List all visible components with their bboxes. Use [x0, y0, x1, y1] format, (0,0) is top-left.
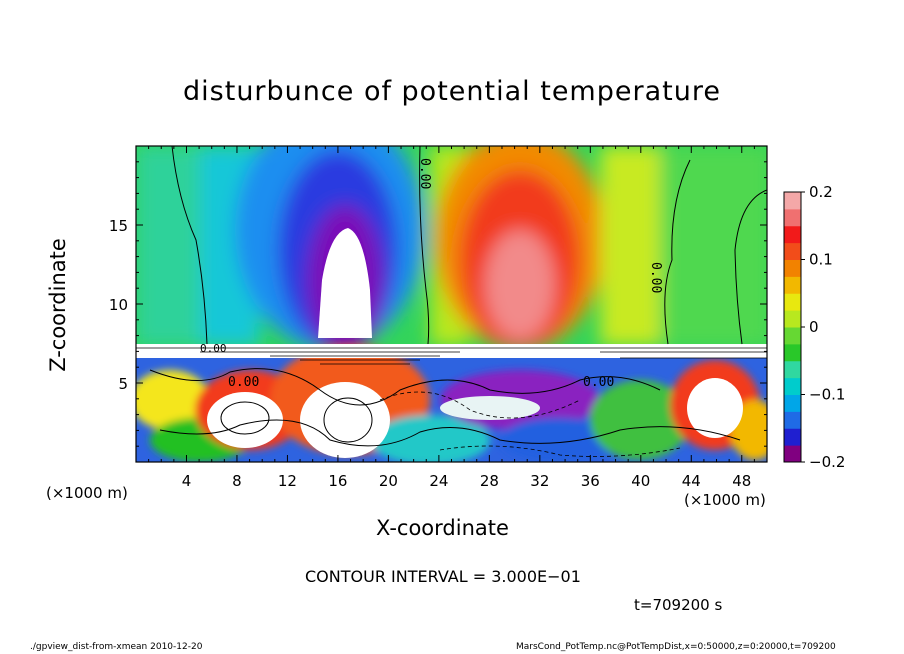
y-axis: 5 10 15 [109, 161, 767, 447]
x-tick-label: 36 [581, 472, 600, 490]
x-tick-label: 24 [429, 472, 448, 490]
colorbar-tick-label: 0.1 [809, 251, 833, 269]
y-tick-label: 5 [118, 375, 128, 393]
colorbar-swatch [784, 208, 801, 227]
colorbar-swatch [784, 360, 801, 379]
x-tick-label: 20 [379, 472, 398, 490]
colorbar-swatch [784, 276, 801, 294]
colorbar-tick-label: 0 [809, 318, 819, 336]
colorbar-swatch [784, 225, 801, 244]
heatmap-field: 0.00 0.00 0.00 0.00 0.00 [136, 146, 767, 462]
colorbar-swatch [784, 377, 801, 395]
contour-interval-label: CONTOUR INTERVAL = 3.000E−01 [305, 567, 581, 586]
colorbar-swatch [784, 428, 801, 446]
x-axis: 4 8 12 16 20 24 28 32 36 40 44 48 [148, 146, 755, 490]
colorbar-tick-label: −0.1 [809, 386, 845, 404]
x-tick-label: 40 [631, 472, 650, 490]
footer-right: MarsCond_PotTemp.nc@PotTempDist,x=0:5000… [516, 642, 836, 652]
contour-label: 0.00 [583, 375, 614, 390]
colorbar-swatch [784, 310, 801, 328]
x-unit-label: (×1000 m) [46, 484, 128, 502]
x-tick-label: 4 [182, 472, 192, 490]
colorbar-swatch [784, 242, 801, 260]
contour-label: 0.00 [417, 158, 432, 189]
contour-label: 0.00 [648, 262, 663, 293]
footer-left: ./gpview_dist-from-xmean 2010-12-20 [30, 642, 203, 652]
y-axis-label: Z-coordinate [46, 238, 70, 372]
y-tick-label: 10 [109, 296, 128, 314]
contour-lines [149, 146, 767, 447]
colorbar-tick-label: 0.2 [809, 183, 833, 201]
x-tick-label: 28 [480, 472, 499, 490]
time-label: t=709200 s [634, 596, 723, 614]
chart-title: disturbunce of potential temperature [183, 76, 721, 107]
x-unit-label: (×1000 m) [684, 491, 766, 509]
x-tick-label: 8 [232, 472, 242, 490]
x-tick-label: 44 [682, 472, 701, 490]
contour-label: 0.00 [228, 375, 259, 390]
colorbar-tick-label: −0.2 [809, 453, 845, 471]
x-tick-label: 16 [328, 472, 347, 490]
x-tick-label: 48 [732, 472, 751, 490]
colorbar-swatch [784, 445, 801, 463]
contour-label: 0.00 [200, 342, 227, 355]
colorbar-swatch [784, 411, 801, 429]
colorbar-swatch [784, 259, 801, 277]
colorbar-swatch [784, 192, 801, 210]
colorbar: 0.2 0.1 0 −0.1 −0.2 [783, 183, 845, 471]
x-tick-label: 12 [278, 472, 297, 490]
x-tick-label: 32 [530, 472, 549, 490]
x-axis-label: X-coordinate [376, 516, 509, 540]
colorbar-swatch [784, 394, 801, 412]
colorbar-swatch [784, 327, 801, 345]
colorbar-swatch [784, 293, 801, 311]
y-tick-label: 15 [109, 217, 128, 235]
colorbar-swatch [784, 343, 801, 362]
